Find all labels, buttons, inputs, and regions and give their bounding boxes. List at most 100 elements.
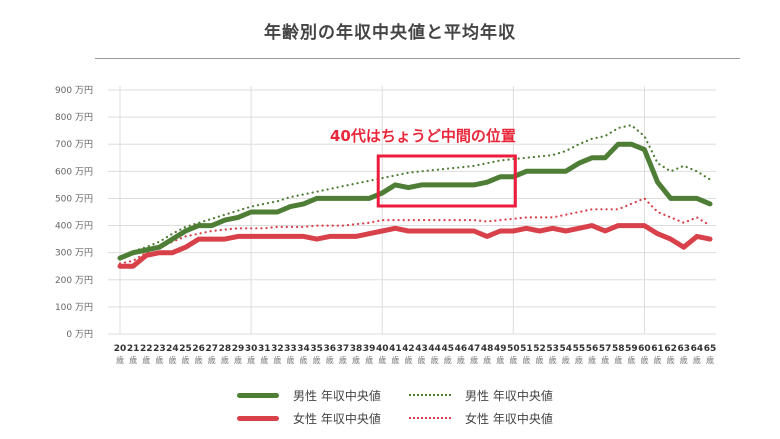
x-tick-unit: 歳 — [680, 355, 688, 365]
x-tick-label: 57 — [599, 344, 612, 354]
x-tick-unit: 歳 — [536, 355, 544, 365]
x-tick-unit: 歳 — [208, 355, 216, 365]
x-tick-label: 25 — [179, 344, 192, 354]
x-tick-label: 38 — [350, 344, 363, 354]
x-tick-label: 49 — [494, 344, 507, 354]
x-tick-unit: 歳 — [693, 355, 701, 365]
legend-item-male-average: 男性 年収中央値 — [409, 386, 553, 404]
y-tick-label: 300 万円 — [55, 248, 93, 259]
x-tick-label: 60 — [638, 344, 651, 354]
x-tick-label: 22 — [140, 344, 153, 354]
x-tick-unit: 歳 — [667, 355, 675, 365]
x-tick-unit: 歳 — [286, 355, 294, 365]
legend-label: 男性 年収中央値 — [293, 388, 381, 403]
y-tick-label: 200 万円 — [55, 275, 93, 286]
x-tick-unit: 歳 — [575, 355, 583, 365]
x-tick-label: 55 — [573, 344, 586, 354]
series-line-solid — [117, 223, 713, 269]
legend-item-female-average: 女性 年収中央値 — [409, 409, 553, 427]
x-tick-unit: 歳 — [142, 355, 150, 365]
x-tick-label: 64 — [691, 344, 704, 354]
x-tick-label: 53 — [546, 344, 559, 354]
x-tick-label: 34 — [297, 344, 310, 354]
x-tick-unit: 歳 — [470, 355, 478, 365]
x-tick-unit: 歳 — [549, 355, 557, 365]
x-tick-label: 46 — [455, 344, 468, 354]
y-tick-label: 800 万円 — [55, 112, 93, 123]
x-tick-label: 48 — [481, 344, 494, 354]
y-tick-label: 100 万円 — [55, 302, 93, 313]
dotted-line-icon — [409, 394, 451, 396]
solid-line-icon — [237, 392, 279, 398]
x-tick-label: 37 — [337, 344, 350, 354]
x-tick-label: 43 — [415, 344, 428, 354]
x-tick-label: 42 — [402, 344, 415, 354]
x-tick-unit: 歳 — [116, 355, 124, 365]
x-tick-label: 27 — [206, 344, 219, 354]
x-tick-label: 44 — [428, 344, 441, 354]
x-tick-unit: 歳 — [378, 355, 386, 365]
x-tick-unit: 歳 — [588, 355, 596, 365]
x-tick-unit: 歳 — [654, 355, 662, 365]
x-tick-unit: 歳 — [339, 355, 347, 365]
x-tick-label: 62 — [664, 344, 677, 354]
x-tick-label: 63 — [678, 344, 691, 354]
x-tick-unit: 歳 — [221, 355, 229, 365]
highlight-box — [376, 154, 517, 208]
x-tick-label: 33 — [284, 344, 297, 354]
x-tick-label: 51 — [520, 344, 533, 354]
x-tick-label: 65 — [704, 344, 717, 354]
x-tick-label: 23 — [153, 344, 166, 354]
x-tick-label: 39 — [363, 344, 376, 354]
x-tick-unit: 歳 — [182, 355, 190, 365]
x-tick-unit: 歳 — [640, 355, 648, 365]
x-tick-label: 40 — [376, 344, 389, 354]
legend-label: 女性 年収中央値 — [465, 411, 553, 426]
x-tick-unit: 歳 — [457, 355, 465, 365]
x-tick-label: 28 — [219, 344, 232, 354]
x-tick-label: 58 — [612, 344, 625, 354]
x-tick-label: 30 — [245, 344, 258, 354]
x-tick-unit: 歳 — [614, 355, 622, 365]
x-tick-label: 36 — [324, 344, 337, 354]
x-tick-label: 54 — [560, 344, 573, 354]
x-tick-unit: 歳 — [627, 355, 635, 365]
x-tick-unit: 歳 — [483, 355, 491, 365]
x-tick-unit: 歳 — [444, 355, 452, 365]
x-tick-unit: 歳 — [509, 355, 517, 365]
x-tick-unit: 歳 — [300, 355, 308, 365]
series-line-dotted — [118, 124, 712, 258]
x-tick-unit: 歳 — [326, 355, 334, 365]
y-tick-label: 700 万円 — [55, 139, 93, 150]
series-line-dotted — [118, 197, 712, 265]
x-tick-label: 41 — [389, 344, 402, 354]
x-tick-unit: 歳 — [562, 355, 570, 365]
dotted-line-icon — [409, 417, 451, 419]
x-tick-label: 21 — [127, 344, 140, 354]
x-tick-unit: 歳 — [260, 355, 268, 365]
x-tick-label: 26 — [192, 344, 205, 354]
x-tick-label: 32 — [271, 344, 284, 354]
x-tick-unit: 歳 — [129, 355, 137, 365]
x-tick-unit: 歳 — [601, 355, 609, 365]
x-tick-label: 50 — [507, 344, 520, 354]
legend-label: 男性 年収中央値 — [465, 388, 553, 403]
x-tick-unit: 歳 — [404, 355, 412, 365]
y-tick-label: 500 万円 — [55, 193, 93, 204]
x-tick-unit: 歳 — [273, 355, 281, 365]
x-tick-label: 52 — [533, 344, 546, 354]
legend-label: 女性 年収中央値 — [293, 411, 381, 426]
x-tick-unit: 歳 — [247, 355, 255, 365]
y-tick-label: 0 万円 — [66, 329, 93, 340]
legend-item-male-median: 男性 年収中央値 — [237, 386, 381, 404]
x-tick-label: 24 — [166, 344, 179, 354]
x-tick-label: 35 — [310, 344, 323, 354]
x-tick-unit: 歳 — [522, 355, 530, 365]
x-tick-unit: 歳 — [168, 355, 176, 365]
x-tick-unit: 歳 — [431, 355, 439, 365]
x-tick-label: 56 — [586, 344, 599, 354]
x-tick-unit: 歳 — [234, 355, 242, 365]
x-tick-unit: 歳 — [418, 355, 426, 365]
x-tick-unit: 歳 — [391, 355, 399, 365]
